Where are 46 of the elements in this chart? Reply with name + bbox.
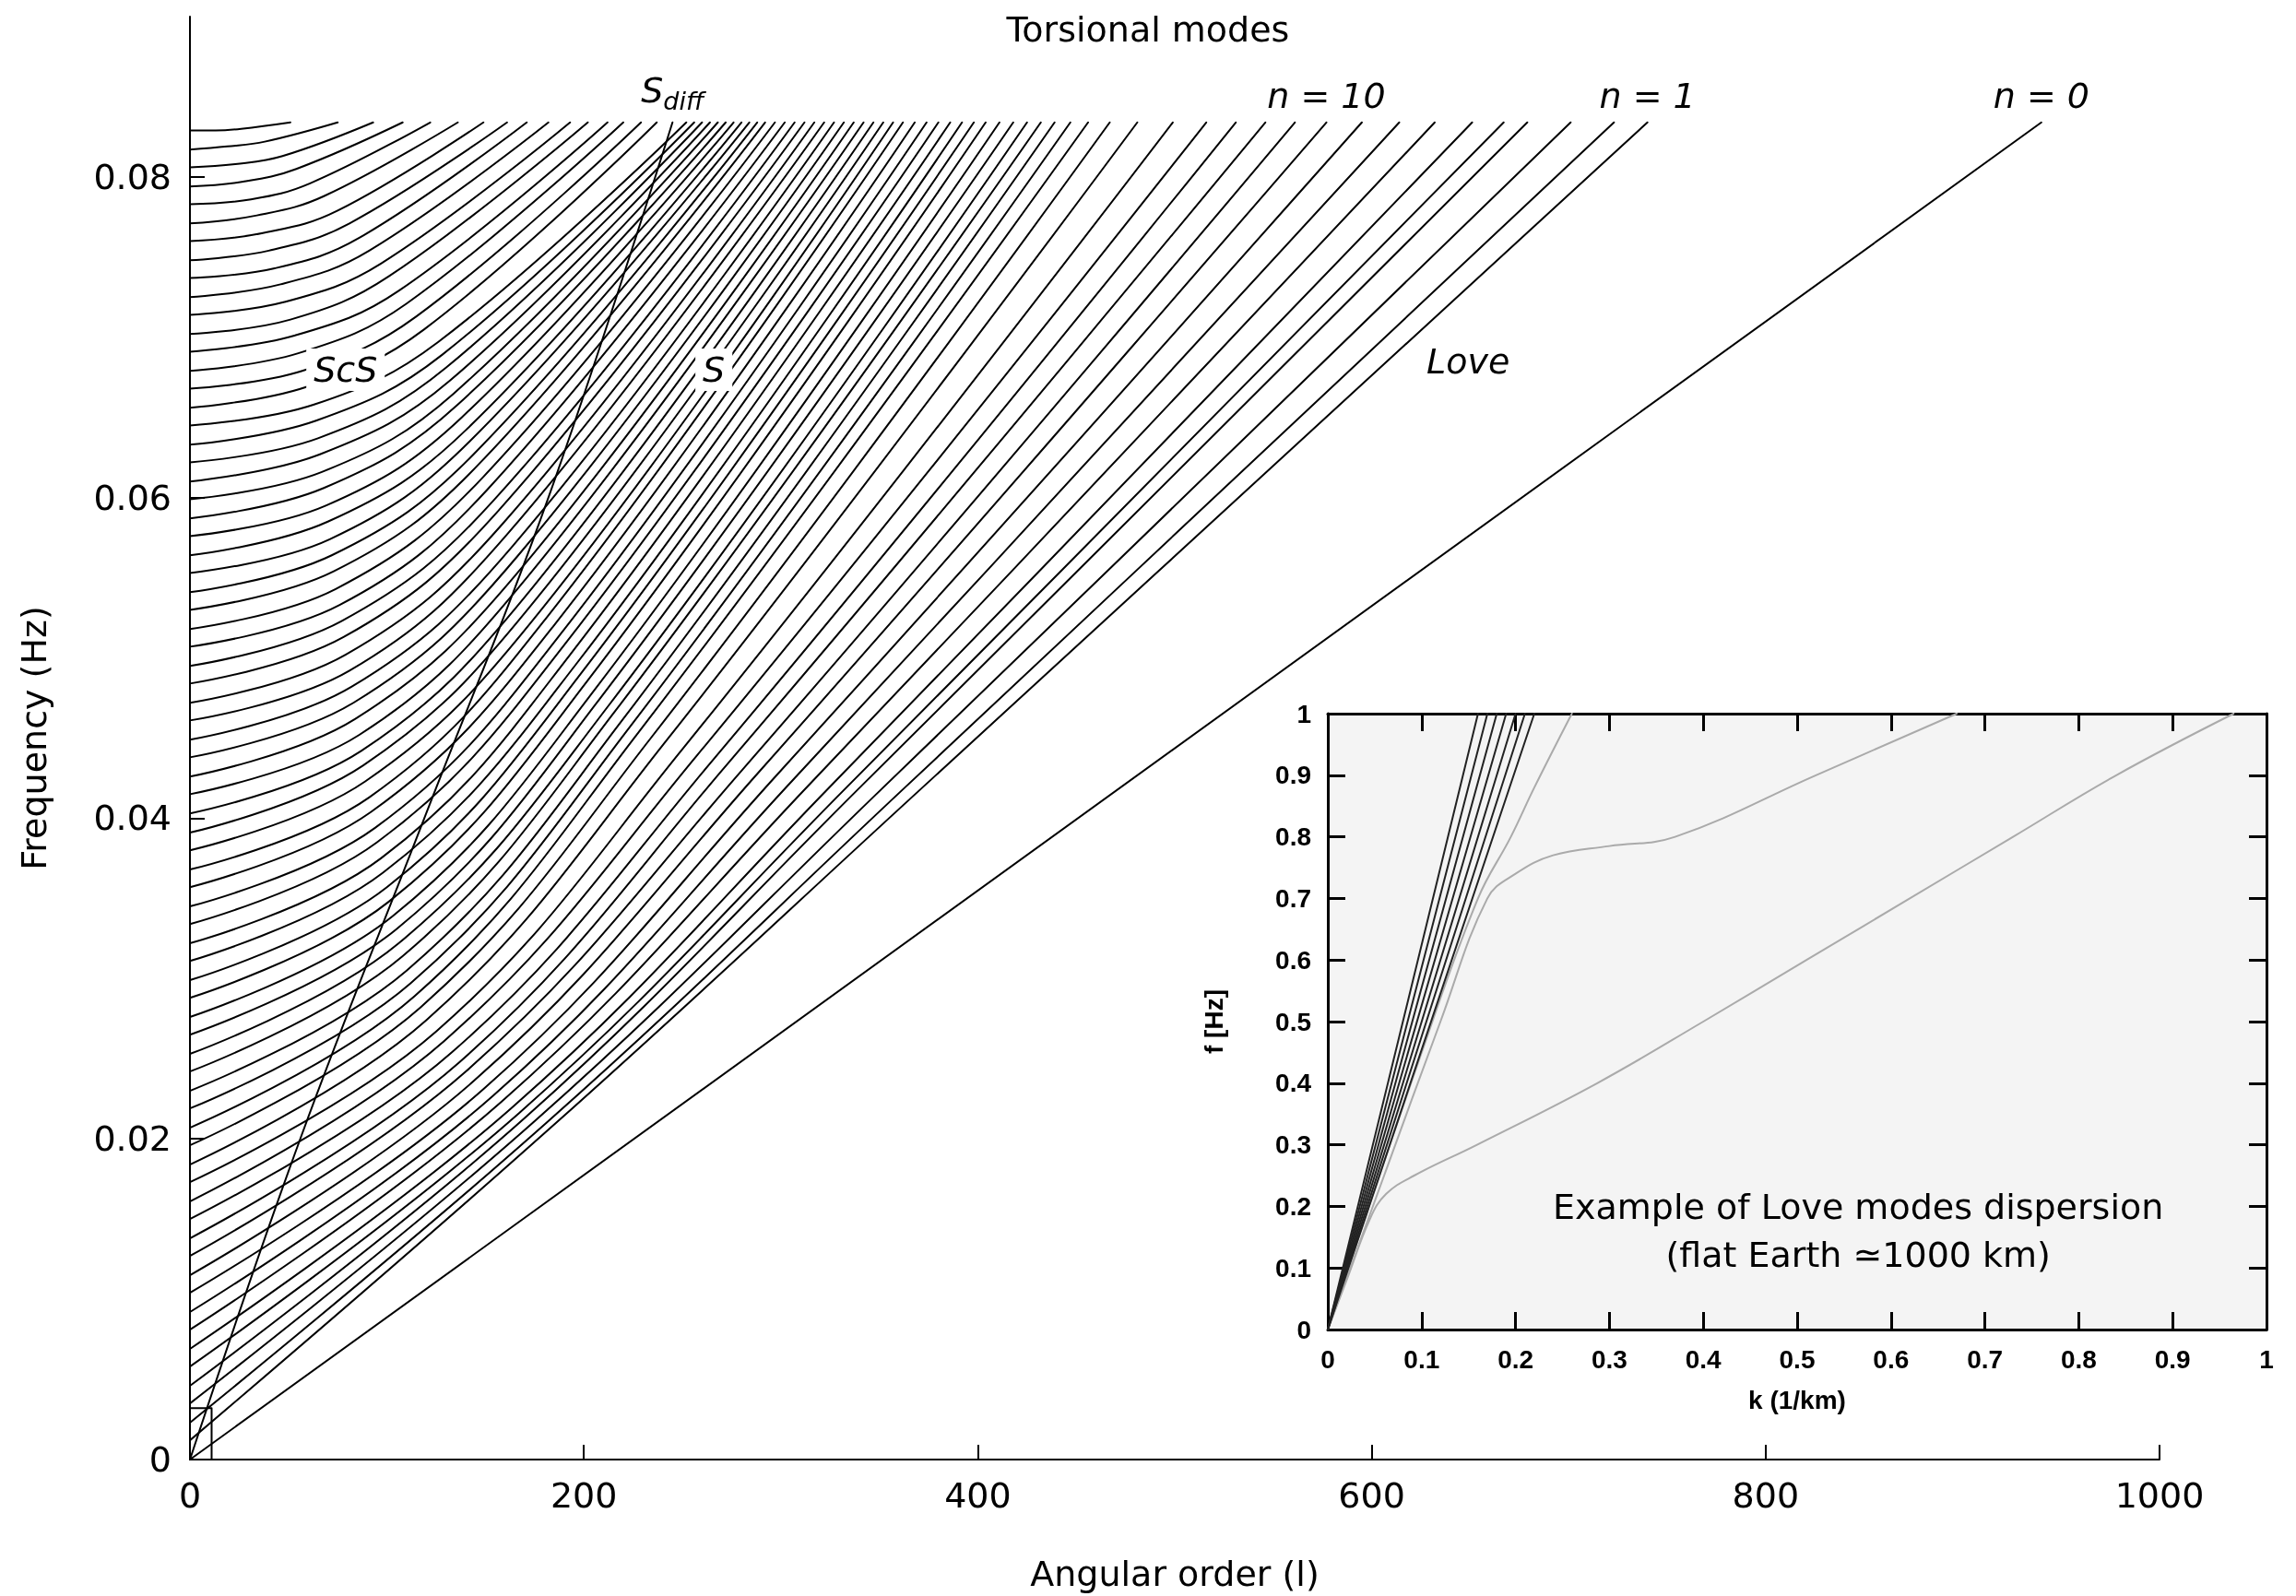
x-tick-label: 0.2: [1497, 1344, 1534, 1374]
y-tick-label: 0.5: [1275, 1007, 1311, 1036]
y-tick-label: 0.1: [1275, 1253, 1311, 1283]
x-tick-label: 0.6: [1873, 1344, 1910, 1374]
x-tick-label: 1000: [2114, 1475, 2205, 1516]
x-axis-title: Angular order (l): [1030, 1554, 1320, 1594]
annotation: (flat Earth ≃1000 km): [1665, 1234, 2051, 1275]
x-tick-label: 200: [550, 1475, 618, 1516]
y-tick-label: 0.6: [1275, 945, 1311, 975]
x-tick-label: 400: [944, 1475, 1012, 1516]
x-tick-label: 800: [1732, 1475, 1800, 1516]
x-tick-label: 0.7: [1967, 1344, 2004, 1374]
y-tick-label: 0.3: [1275, 1130, 1311, 1160]
y-tick-label: 0.2: [1275, 1191, 1311, 1221]
x-tick-label: 0.4: [1685, 1344, 1722, 1374]
annotation: Love: [1426, 341, 1510, 383]
y-tick-label: 0.08: [93, 156, 172, 197]
y-tick-label: 0.7: [1275, 883, 1311, 913]
x-tick-label: 0.8: [2060, 1344, 2097, 1374]
x-tick-label: 0.9: [2154, 1344, 2191, 1374]
y-axis-title: Frequency (Hz): [14, 606, 54, 870]
y-tick-label: 0.4: [1275, 1069, 1312, 1098]
x-axis-title: k (1/km): [1748, 1385, 1846, 1414]
y-tick-label: 0.8: [1275, 822, 1311, 852]
x-tick-label: 0.1: [1403, 1344, 1440, 1374]
x-tick-label: 600: [1338, 1475, 1405, 1516]
x-tick-label: 0.5: [1779, 1344, 1816, 1374]
annotation: S: [703, 349, 726, 391]
annotation: n = 1: [1599, 75, 1696, 116]
x-tick-label: 0: [1320, 1344, 1335, 1374]
y-tick-label: 0.02: [93, 1118, 172, 1160]
y-tick-label: 0.04: [93, 798, 172, 839]
x-tick-label: 0: [178, 1475, 202, 1516]
chart-title: Torsional modes: [1005, 9, 1290, 50]
annotation: n = 10: [1267, 75, 1386, 116]
x-tick-label: 0.3: [1591, 1344, 1627, 1374]
annotation: ScS: [314, 349, 378, 391]
annotation: n = 0: [1993, 75, 2089, 116]
y-tick-label: 0.9: [1275, 761, 1311, 790]
y-axis-title: f [Hz]: [1199, 989, 1228, 1054]
y-tick-label: 0.06: [93, 477, 172, 518]
x-tick-label: 1: [2259, 1344, 2274, 1374]
y-tick-label: 0: [148, 1439, 172, 1480]
y-tick-label: 1: [1296, 699, 1311, 728]
annotation: Example of Love modes dispersion: [1553, 1186, 2164, 1227]
y-tick-label: 0: [1296, 1315, 1311, 1344]
